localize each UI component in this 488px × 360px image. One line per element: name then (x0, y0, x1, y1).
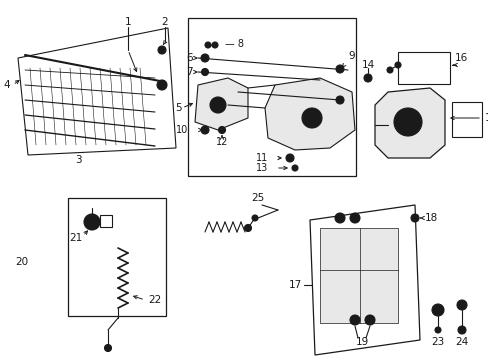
Circle shape (201, 54, 208, 62)
Circle shape (159, 82, 164, 87)
Text: 11: 11 (255, 153, 267, 163)
Bar (451, 102, 481, 137)
Circle shape (158, 46, 165, 54)
Circle shape (302, 108, 321, 128)
Text: 23: 23 (430, 337, 444, 347)
Circle shape (435, 307, 440, 312)
Text: 19: 19 (355, 337, 368, 347)
Circle shape (203, 129, 206, 131)
Circle shape (220, 129, 223, 131)
Circle shape (244, 225, 251, 231)
Circle shape (366, 77, 369, 80)
Text: 22: 22 (148, 295, 161, 305)
Circle shape (334, 213, 345, 223)
Circle shape (160, 49, 163, 51)
Circle shape (209, 97, 225, 113)
Circle shape (349, 315, 359, 325)
Circle shape (288, 157, 291, 159)
Circle shape (206, 44, 208, 46)
Circle shape (335, 65, 343, 73)
Circle shape (349, 213, 359, 223)
Circle shape (431, 304, 443, 316)
Circle shape (364, 315, 374, 325)
Circle shape (218, 126, 225, 134)
Circle shape (335, 96, 343, 104)
Circle shape (253, 217, 256, 219)
Text: 9: 9 (347, 51, 354, 61)
Circle shape (413, 216, 416, 220)
Circle shape (434, 327, 440, 333)
Text: 5: 5 (175, 103, 182, 113)
Circle shape (84, 214, 100, 230)
Circle shape (307, 114, 315, 122)
Bar (68, 198, 165, 316)
Circle shape (201, 126, 208, 134)
Circle shape (203, 57, 206, 59)
Bar (100, 215, 112, 227)
Text: 6: 6 (186, 53, 193, 63)
Circle shape (386, 67, 392, 73)
Circle shape (367, 318, 371, 322)
Circle shape (456, 300, 466, 310)
Polygon shape (374, 88, 444, 158)
Circle shape (251, 215, 258, 221)
Circle shape (201, 68, 208, 76)
Circle shape (215, 102, 221, 108)
Circle shape (352, 318, 356, 322)
Polygon shape (195, 78, 247, 130)
Circle shape (401, 116, 413, 128)
Text: 17: 17 (288, 280, 302, 290)
Circle shape (394, 62, 400, 68)
Circle shape (157, 80, 167, 90)
Circle shape (293, 167, 295, 169)
Circle shape (204, 42, 210, 48)
Text: 16: 16 (454, 53, 468, 63)
Text: 15: 15 (484, 113, 488, 123)
Circle shape (338, 99, 341, 102)
Circle shape (285, 154, 293, 162)
Circle shape (203, 71, 206, 73)
Text: — 8: — 8 (224, 39, 244, 49)
Text: 3: 3 (75, 155, 81, 165)
Circle shape (104, 345, 111, 351)
Text: 21: 21 (69, 233, 82, 243)
Circle shape (89, 219, 95, 225)
Bar (319, 228, 397, 323)
Circle shape (212, 42, 218, 48)
Bar (187, 18, 355, 176)
Bar (397, 52, 449, 84)
Text: 20: 20 (15, 257, 28, 267)
Polygon shape (264, 78, 354, 150)
Text: 1: 1 (124, 17, 131, 27)
Circle shape (457, 326, 465, 334)
Text: 4: 4 (3, 80, 10, 90)
Text: 18: 18 (424, 213, 437, 223)
Text: 12: 12 (215, 137, 228, 147)
Text: 2: 2 (162, 17, 168, 27)
Circle shape (410, 214, 418, 222)
Circle shape (393, 108, 421, 136)
Text: 14: 14 (361, 60, 374, 70)
Circle shape (338, 68, 341, 71)
Text: 24: 24 (454, 337, 468, 347)
Circle shape (291, 165, 297, 171)
Text: 10: 10 (175, 125, 187, 135)
Text: 25: 25 (251, 193, 264, 203)
Text: 7: 7 (186, 67, 193, 77)
Text: 13: 13 (255, 163, 267, 173)
Circle shape (363, 74, 371, 82)
